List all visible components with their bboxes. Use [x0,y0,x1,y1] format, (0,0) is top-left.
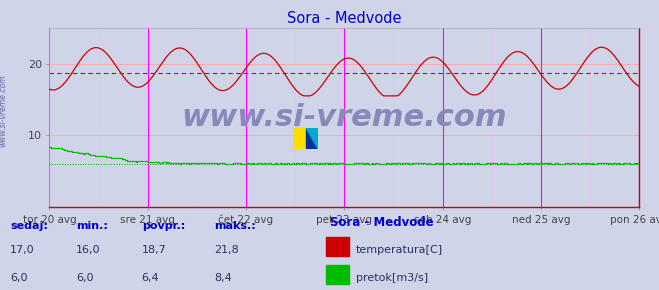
Text: povpr.:: povpr.: [142,221,185,231]
Text: min.:: min.: [76,221,107,231]
Text: 6,0: 6,0 [10,273,28,283]
Text: maks.:: maks.: [214,221,256,231]
Text: 8,4: 8,4 [214,273,232,283]
Text: 18,7: 18,7 [142,245,167,255]
Text: Sora - Medvode: Sora - Medvode [330,216,433,229]
Text: 6,4: 6,4 [142,273,159,283]
Bar [306,128,318,149]
Text: pretok[m3/s]: pretok[m3/s] [356,273,428,283]
Title: Sora - Medvode: Sora - Medvode [287,11,401,26]
Text: 6,0: 6,0 [76,273,94,283]
Text: 17,0: 17,0 [10,245,34,255]
Polygon shape [306,128,318,149]
Bar [326,265,349,284]
Text: sedaj:: sedaj: [10,221,47,231]
Bar [326,237,349,255]
Bar [293,128,306,149]
Text: www.si-vreme.com: www.si-vreme.com [0,74,8,146]
Text: www.si-vreme.com: www.si-vreme.com [181,103,507,132]
Text: 16,0: 16,0 [76,245,100,255]
Text: 21,8: 21,8 [214,245,239,255]
Text: temperatura[C]: temperatura[C] [356,245,443,255]
